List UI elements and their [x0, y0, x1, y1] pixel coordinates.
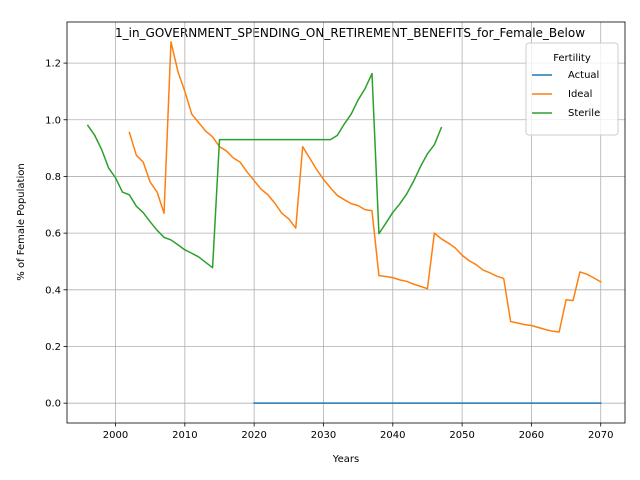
y-tick-label: 1.2 — [45, 59, 61, 70]
y-tick-label: 0.2 — [45, 342, 61, 353]
y-tick-label: 0.8 — [45, 172, 61, 183]
series-line-sterile — [86, 72, 443, 269]
y-tick-label: 0.0 — [45, 399, 61, 410]
y-tick-label: 0.6 — [45, 229, 61, 240]
x-tick-label: 2040 — [380, 430, 405, 441]
legend-entries: Actual Ideal Sterile — [532, 70, 600, 119]
x-tick-label: 2010 — [172, 430, 197, 441]
axis-ticks: 2000 2010 2020 2030 2040 2050 2060 2070 0.0 0.2 0.… — [45, 59, 613, 441]
series-line-ideal — [128, 41, 602, 333]
legend-label-sterile: Sterile — [568, 108, 600, 119]
legend: Fertility Actual Ideal Sterile — [525, 42, 619, 136]
chart-title: 1_in_GOVERNMENT_SPENDING_ON_RETIREMENT_B… — [115, 26, 585, 40]
x-axis-label: Years — [332, 454, 359, 465]
x-tick-label: 2070 — [588, 430, 613, 441]
legend-box — [525, 42, 619, 136]
y-axis-label: % of Female Population — [16, 163, 27, 280]
legend-label-ideal: Ideal — [568, 89, 592, 100]
x-tick-label: 2030 — [311, 430, 336, 441]
x-tick-label: 2020 — [241, 430, 266, 441]
y-tick-label: 1.0 — [45, 115, 61, 126]
y-tick-label: 0.4 — [45, 285, 61, 296]
x-tick-label: 2000 — [103, 430, 128, 441]
x-tick-label: 2060 — [519, 430, 544, 441]
plot-frame — [66, 21, 626, 424]
legend-title: Fertility — [553, 53, 591, 64]
x-tick-label: 2050 — [449, 430, 474, 441]
legend-label-actual: Actual — [568, 70, 599, 81]
series-lines — [86, 41, 602, 404]
